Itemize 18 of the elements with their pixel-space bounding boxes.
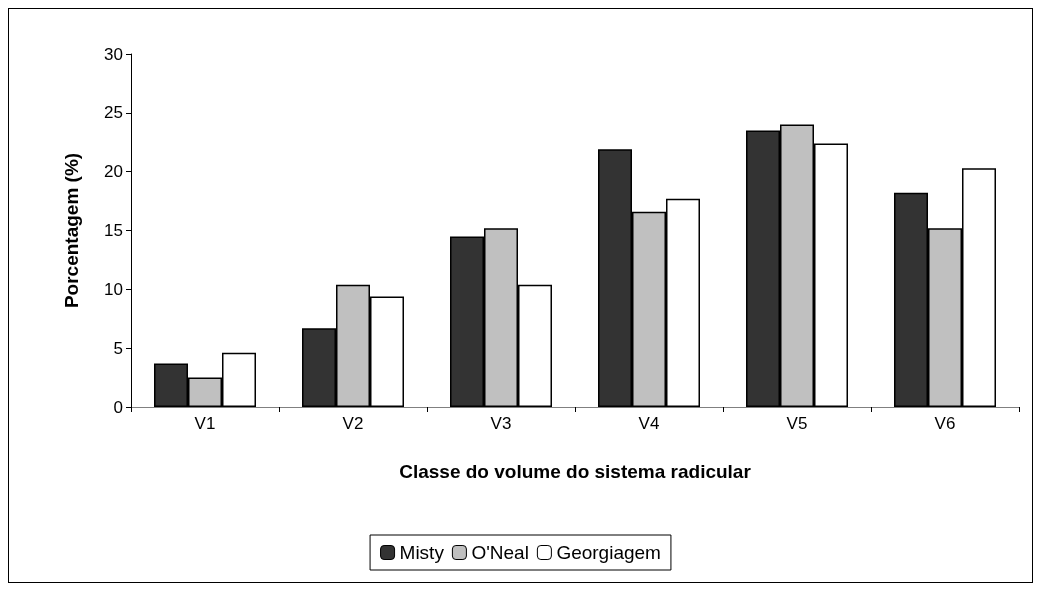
y-tick-label: 30 bbox=[104, 44, 123, 64]
x-tick-label: V4 bbox=[638, 414, 660, 433]
legend-label: Georgiagem bbox=[556, 542, 661, 563]
x-tick-label: V1 bbox=[194, 414, 216, 433]
x-tick-label: V2 bbox=[342, 414, 364, 433]
y-tick-label: 5 bbox=[113, 338, 123, 358]
y-tick-label: 0 bbox=[113, 397, 123, 417]
legend-label: Misty bbox=[399, 542, 445, 563]
x-axis-title: Classe do volume do sistema radicular bbox=[399, 461, 752, 482]
y-tick-label: 20 bbox=[104, 162, 123, 182]
x-tick-label: V5 bbox=[786, 414, 808, 433]
y-tick-label: 15 bbox=[104, 221, 123, 240]
x-tick-label: V6 bbox=[934, 414, 956, 433]
x-tick-label: V3 bbox=[490, 414, 512, 433]
y-axis-title: Porcentagem (%) bbox=[61, 152, 82, 309]
y-tick-label: 25 bbox=[104, 103, 123, 123]
y-tick-label: 10 bbox=[104, 279, 123, 299]
legend-label: O'Neal bbox=[471, 542, 529, 563]
